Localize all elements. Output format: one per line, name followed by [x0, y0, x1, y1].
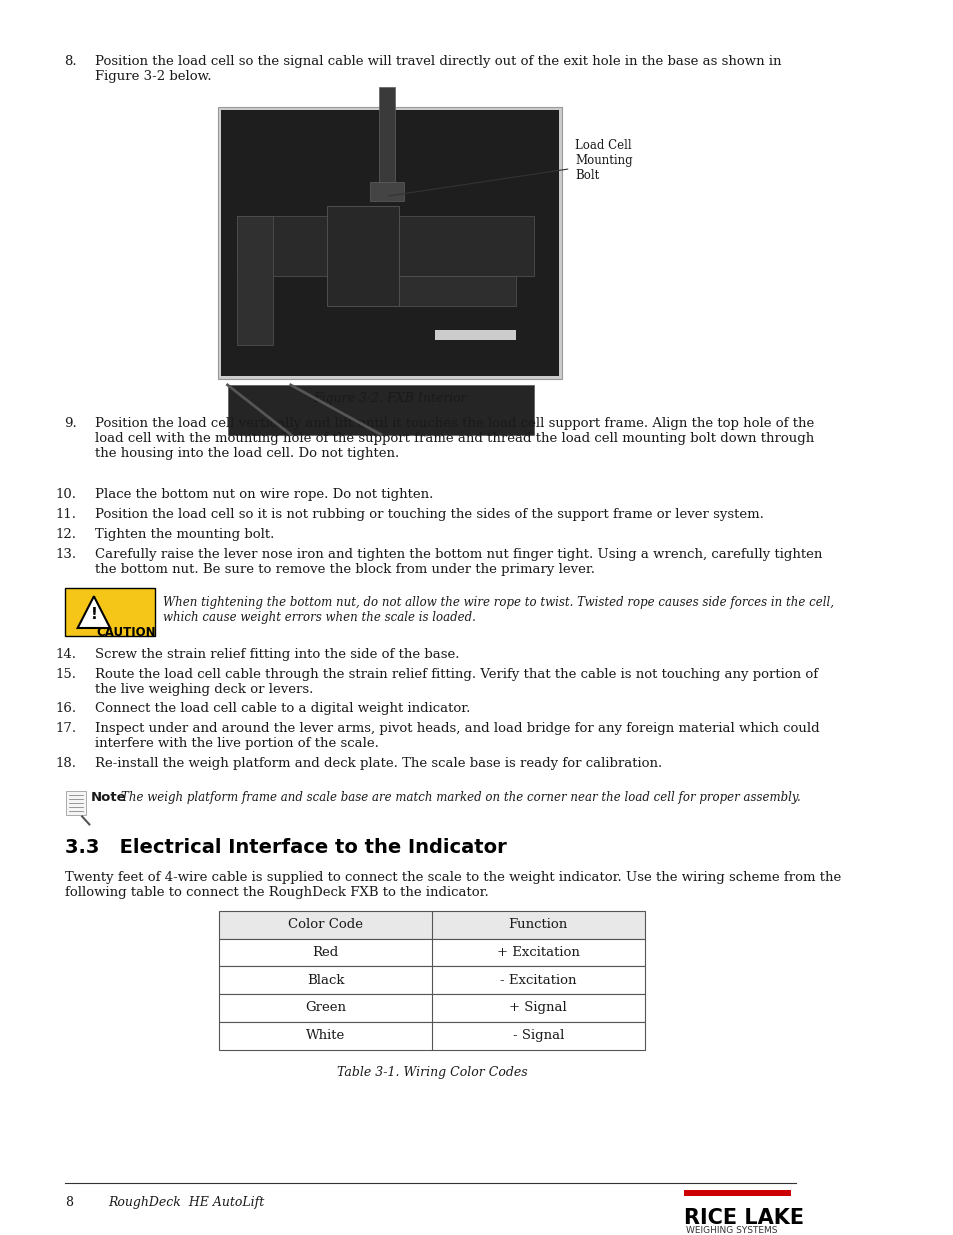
Bar	[327, 206, 398, 305]
Text: 9.: 9.	[64, 416, 76, 430]
Text: Black: Black	[307, 973, 344, 987]
Text: Connect the load cell cable to a digital weight indicator.: Connect the load cell cable to a digital…	[94, 703, 470, 715]
Text: 18.: 18.	[55, 757, 76, 769]
Text: CAUTION: CAUTION	[96, 626, 156, 638]
Text: + Excitation: + Excitation	[497, 946, 579, 958]
Bar	[435, 331, 516, 341]
Text: 12.: 12.	[55, 527, 76, 541]
Text: Position the load cell so the signal cable will travel directly out of the exit : Position the load cell so the signal cab…	[94, 54, 781, 83]
Bar	[683, 1189, 790, 1197]
Text: 3.3   Electrical Interface to the Indicator: 3.3 Electrical Interface to the Indicato…	[65, 839, 506, 857]
Bar	[219, 1021, 644, 1050]
Bar	[65, 588, 155, 636]
Bar	[219, 939, 644, 966]
Text: 10.: 10.	[55, 488, 76, 501]
Text: Red: Red	[313, 946, 338, 958]
Bar	[378, 88, 395, 186]
Text: WEIGHING SYSTEMS: WEIGHING SYSTEMS	[685, 1226, 777, 1235]
Text: 8.: 8.	[64, 54, 76, 68]
Bar	[221, 110, 558, 375]
Text: Green: Green	[305, 1002, 346, 1014]
Text: 11.: 11.	[55, 508, 76, 521]
Text: !: !	[91, 606, 97, 621]
Text: 13.: 13.	[55, 547, 76, 561]
Bar	[66, 790, 86, 815]
Text: Place the bottom nut on wire rope. Do not tighten.: Place the bottom nut on wire rope. Do no…	[94, 488, 433, 501]
Text: Screw the strain relief fitting into the side of the base.: Screw the strain relief fitting into the…	[94, 648, 458, 661]
Text: - Signal: - Signal	[512, 1029, 563, 1042]
Bar	[236, 216, 534, 275]
Text: RoughDeck  HE AutoLift: RoughDeck HE AutoLift	[109, 1197, 264, 1209]
Bar	[219, 966, 644, 994]
Polygon shape	[77, 597, 110, 627]
Bar	[219, 994, 644, 1021]
Text: Color Code: Color Code	[288, 918, 363, 931]
Text: Note: Note	[91, 790, 126, 804]
Bar	[370, 182, 404, 201]
Text: Twenty feet of 4-wire cable is supplied to connect the scale to the weight indic: Twenty feet of 4-wire cable is supplied …	[65, 871, 841, 899]
Text: Route the load cell cable through the strain relief fitting. Verify that the cab: Route the load cell cable through the st…	[94, 668, 817, 695]
Text: Position the load cell so it is not rubbing or touching the sides of the support: Position the load cell so it is not rubb…	[94, 508, 762, 521]
Text: - Excitation: - Excitation	[499, 973, 576, 987]
Text: 16.: 16.	[55, 703, 76, 715]
Text: 15.: 15.	[55, 668, 76, 680]
Text: Table 3-1. Wiring Color Codes: Table 3-1. Wiring Color Codes	[336, 1066, 527, 1078]
Text: Function: Function	[508, 918, 567, 931]
Text: 8: 8	[65, 1197, 73, 1209]
Text: Re-install the weigh platform and deck plate. The scale base is ready for calibr: Re-install the weigh platform and deck p…	[94, 757, 661, 769]
Text: Figure 3-2. FXB Interior: Figure 3-2. FXB Interior	[313, 391, 466, 405]
Text: 17.: 17.	[55, 722, 76, 735]
Bar	[219, 910, 644, 939]
Text: White: White	[306, 1029, 345, 1042]
Text: + Signal: + Signal	[509, 1002, 567, 1014]
Text: Carefully raise the lever nose iron and tighten the bottom nut finger tight. Usi: Carefully raise the lever nose iron and …	[94, 547, 821, 576]
Bar	[236, 216, 273, 346]
Bar	[218, 107, 561, 379]
Text: The weigh platform frame and scale base are match marked on the corner near the : The weigh platform frame and scale base …	[121, 790, 800, 804]
Text: Tighten the mounting bolt.: Tighten the mounting bolt.	[94, 527, 274, 541]
Bar	[227, 385, 534, 435]
Text: 14.: 14.	[55, 648, 76, 661]
Text: Inspect under and around the lever arms, pivot heads, and load bridge for any fo: Inspect under and around the lever arms,…	[94, 722, 819, 750]
Text: RICE LAKE: RICE LAKE	[683, 1208, 803, 1229]
Text: When tightening the bottom nut, do not allow the wire rope to twist. Twisted rop: When tightening the bottom nut, do not a…	[162, 597, 833, 624]
Bar	[398, 275, 516, 305]
Text: Load Cell
Mounting
Bolt: Load Cell Mounting Bolt	[575, 138, 632, 182]
Text: Position the load cell vertically and lift until it touches the load cell suppor: Position the load cell vertically and li…	[94, 416, 813, 459]
